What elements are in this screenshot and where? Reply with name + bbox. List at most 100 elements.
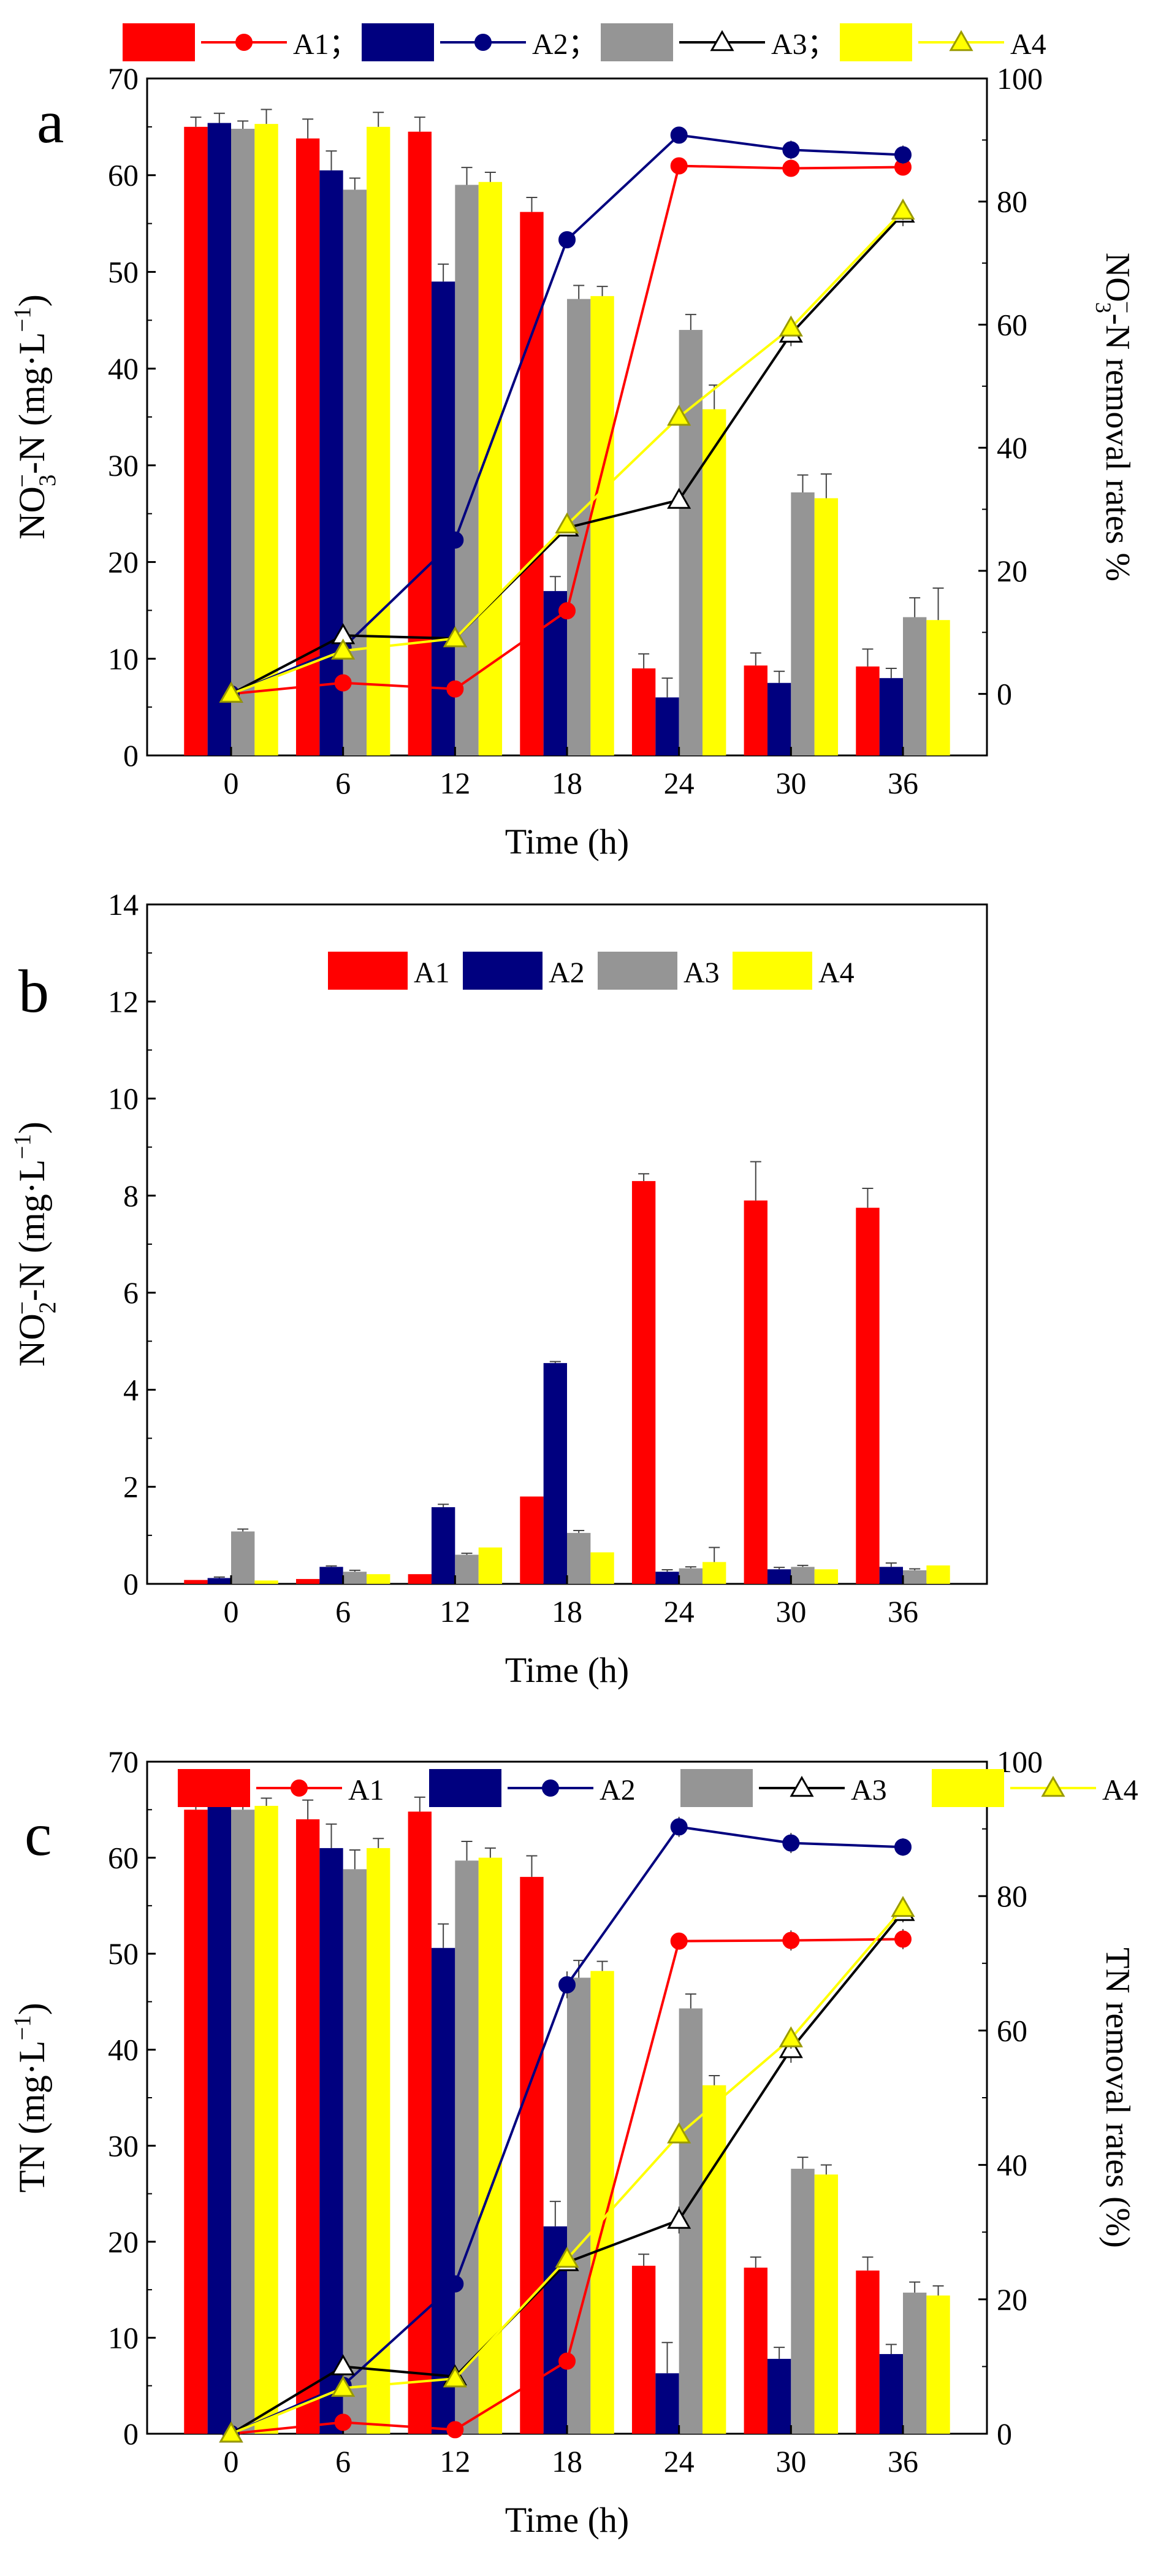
bar-a1	[744, 2268, 767, 2434]
bar-a1	[520, 212, 544, 755]
bar-a2	[767, 682, 791, 755]
bar-a3	[791, 2168, 815, 2434]
bar-a1	[408, 1574, 432, 1584]
marker-a1	[446, 680, 464, 698]
y2-tick-label: 0	[997, 677, 1012, 711]
bar-a2	[543, 1363, 567, 1584]
bar-a1	[631, 668, 656, 755]
bar-a3	[903, 2292, 927, 2434]
marker-a2	[446, 531, 464, 549]
legend-marker-a2	[474, 34, 492, 51]
x-tick-label: 36	[888, 1594, 918, 1629]
bar-a4	[926, 620, 950, 755]
legend-label-a1: A1；	[293, 28, 359, 61]
bar-a4	[254, 124, 278, 755]
bar-a1	[184, 1810, 208, 2434]
marker-a1	[334, 674, 352, 692]
legend-swatch-a1	[178, 1769, 250, 1807]
y-tick-label: 8	[123, 1179, 139, 1213]
x-tick-label: 18	[552, 1594, 582, 1629]
y-tick-label: 0	[123, 738, 139, 773]
legend-swatch-a4	[932, 1769, 1004, 1807]
bar-a4	[478, 1547, 503, 1584]
legend-label-a1: A1	[348, 1774, 384, 1806]
legend-swatch-a3	[680, 1769, 753, 1807]
axis-label-part: -N (mg·L	[12, 332, 52, 475]
legend-label-a3: A3	[684, 957, 720, 989]
bar-a1	[631, 1181, 656, 1584]
marker-a2	[670, 126, 688, 144]
marker-a4	[555, 2247, 579, 2268]
bar-a4	[254, 1806, 278, 2434]
x-tick-label: 0	[224, 766, 239, 800]
bar-a3	[791, 1567, 815, 1584]
x-tick-label: 24	[664, 766, 695, 800]
bar-a1	[520, 1496, 544, 1584]
bar-a2	[767, 2358, 791, 2434]
bar-a3	[231, 1531, 255, 1584]
bar-a4	[254, 1580, 278, 1584]
marker-a4	[891, 198, 915, 220]
legend-label-a2: A2；	[532, 28, 598, 61]
x-axis-label: Time (h)	[505, 822, 630, 862]
marker-a1	[558, 2352, 576, 2370]
panel-letter: c	[25, 1800, 51, 1868]
bar-a1	[295, 1579, 320, 1584]
bar-a1	[856, 2270, 880, 2434]
y-tick-label: 0	[123, 1567, 139, 1601]
y-tick-label: 12	[108, 984, 139, 1019]
marker-a1	[894, 1930, 912, 1948]
bar-a3	[903, 1570, 927, 1584]
x-tick-label: 6	[335, 766, 351, 800]
bar-a1	[520, 1876, 544, 2434]
x-tick-label: 30	[775, 1594, 806, 1629]
legend-marker-a4	[949, 29, 973, 52]
axis-label-part: −1	[9, 1134, 36, 1160]
bar-a2	[655, 1572, 679, 1584]
y2-tick-label: 60	[997, 307, 1027, 342]
y2-tick-label: 40	[997, 430, 1027, 465]
y-tick-label: 40	[108, 351, 139, 386]
x-tick-label: 24	[664, 1594, 695, 1629]
y-tick-label: 4	[123, 1372, 139, 1407]
legend-marker-a3	[710, 29, 734, 52]
bar-a3	[455, 185, 479, 755]
y-tick-label: 30	[108, 2128, 139, 2163]
y2-tick-label: 20	[997, 2282, 1027, 2317]
marker-a1	[446, 2421, 464, 2439]
legend-marker-a2	[542, 1779, 559, 1797]
bar-a3	[679, 1568, 703, 1584]
marker-a4	[667, 404, 691, 426]
marker-a4	[443, 2366, 467, 2388]
axis-label-part: −1	[9, 2015, 36, 2041]
bar-a3	[343, 1869, 367, 2434]
x-tick-label: 30	[775, 2444, 806, 2479]
legend-marker-a4	[1041, 1775, 1065, 1797]
bar-a2	[319, 1567, 343, 1584]
y-tick-label: 20	[108, 2225, 139, 2259]
legend-swatch-a2	[463, 952, 543, 990]
marker-a1	[670, 1932, 688, 1950]
bar-a1	[856, 666, 880, 755]
x-tick-label: 18	[552, 2444, 582, 2479]
axis-label-part: )	[12, 1122, 52, 1134]
marker-a2	[446, 2275, 464, 2293]
legend-swatch-a3	[598, 952, 677, 990]
axis-label-part: −	[1114, 301, 1139, 313]
bar-a4	[814, 498, 839, 755]
marker-a1	[782, 1932, 800, 1949]
bar-a2	[431, 1507, 455, 1584]
legend-swatch-a1	[328, 952, 408, 990]
axis-label-part: 3	[1091, 302, 1116, 313]
axis-label-part: )	[12, 294, 52, 307]
y-tick-label: 10	[108, 2320, 139, 2355]
y2-tick-label: 40	[997, 2148, 1027, 2182]
bar-a2	[655, 697, 679, 755]
x-tick-label: 12	[440, 2444, 470, 2479]
marker-a4	[443, 626, 467, 648]
bar-a2	[879, 678, 903, 755]
bar-a4	[703, 409, 726, 755]
legend-label-a2: A2	[600, 1774, 636, 1806]
marker-a1	[558, 602, 576, 620]
